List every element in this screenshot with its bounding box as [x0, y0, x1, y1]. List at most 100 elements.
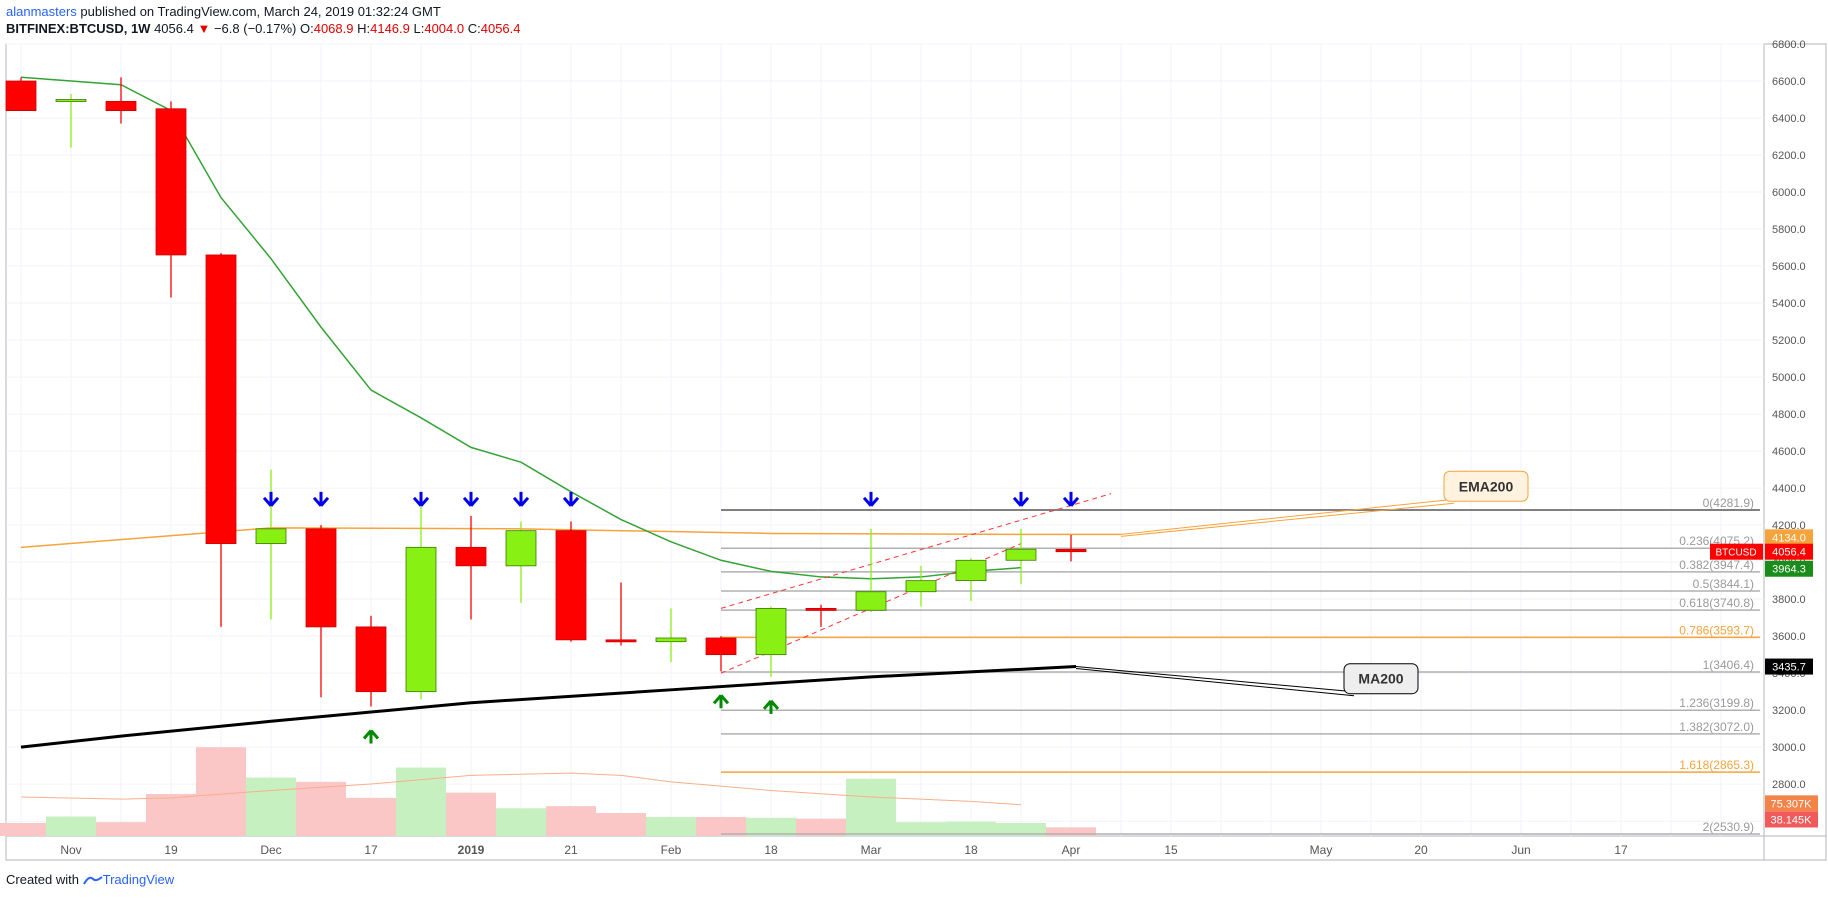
- price-tag-label: 3435.7: [1772, 662, 1806, 674]
- x-tick-label: 18: [764, 843, 778, 857]
- publish-info: alanmasters published on TradingView.com…: [6, 4, 441, 19]
- candle-body: [105, 100, 137, 112]
- candle-body: [805, 607, 837, 611]
- x-tick-label: Apr: [1062, 843, 1081, 857]
- down-arrow-icon: [312, 491, 330, 507]
- volume-bar: [946, 821, 996, 836]
- volume-bar: [696, 816, 746, 836]
- up-arrow-icon: [762, 699, 780, 714]
- x-tick-label: Feb: [661, 843, 682, 857]
- volume-bar: [146, 793, 196, 836]
- fib-level-label: 2(2530.9): [1703, 820, 1754, 834]
- candle-body: [905, 580, 937, 593]
- up-arrow-icon: [362, 729, 380, 744]
- y-tick-label: 6200.0: [1772, 150, 1806, 162]
- y-tick-label: 4800.0: [1772, 409, 1806, 421]
- volume-bar: [896, 822, 946, 836]
- volume-bar: [446, 792, 496, 836]
- symbol-legend: BITFINEX:BTCUSD, 1W 4056.4 ▼ −6.8 (−0.17…: [6, 21, 521, 36]
- volume-bar: [546, 806, 596, 836]
- candle-body: [255, 528, 287, 545]
- candle-body: [305, 528, 337, 628]
- price-tag-symbol: BTCUSD: [1715, 548, 1756, 559]
- volume-tag-label: 75.307K: [1771, 798, 1813, 810]
- volume-ma-line: [20, 772, 1022, 806]
- x-tick-label: 21: [564, 843, 578, 857]
- candle-body: [955, 559, 987, 582]
- candle-body: [505, 530, 537, 567]
- last-price: 4056.4: [154, 21, 194, 36]
- x-tick-label: Nov: [60, 843, 81, 857]
- volume-bar: [496, 808, 546, 836]
- down-arrow-icon: [462, 491, 480, 507]
- candle-body: [605, 639, 637, 643]
- price-tag-symbol-bg: [1710, 543, 1763, 560]
- author-link[interactable]: alanmasters: [6, 4, 77, 19]
- down-arrow-icon: [412, 491, 430, 507]
- low-value: 4004.0: [424, 21, 465, 36]
- volume-bar: [46, 816, 96, 836]
- price-tag-bg: [1765, 529, 1813, 546]
- price-tag-bg: [1765, 543, 1813, 560]
- y-tick-label: 6000.0: [1772, 187, 1806, 199]
- y-tick-label: 5400.0: [1772, 298, 1806, 310]
- chart-frame: [5, 43, 1827, 861]
- candle-body: [455, 546, 487, 567]
- fib-level-label: 1.236(3199.8): [1679, 696, 1754, 710]
- channel-line: [720, 493, 1112, 609]
- y-tick-label: 4200.0: [1772, 520, 1806, 532]
- x-tick-label: 17: [1614, 843, 1628, 857]
- symbol-label: BITFINEX:BTCUSD, 1W: [6, 21, 151, 36]
- down-arrow-icon: [1062, 491, 1080, 507]
- high-value: 4146.9: [370, 21, 410, 36]
- high-label: H:: [357, 21, 371, 36]
- fib-level-label: 0.382(3947.4): [1679, 558, 1754, 572]
- y-tick-label: 3600.0: [1772, 631, 1806, 643]
- volume-bar: [346, 797, 396, 836]
- down-arrow-icon: [512, 491, 530, 507]
- tradingview-link[interactable]: TradingView: [102, 872, 175, 887]
- ma200-line: [20, 665, 1077, 749]
- fib-level-label: 0.618(3740.8): [1679, 596, 1754, 610]
- candle-body: [205, 254, 237, 545]
- price-tag-bg: [1765, 560, 1813, 577]
- down-arrow-icon: [562, 491, 580, 507]
- x-tick-label: 2019: [458, 843, 485, 857]
- candle-body: [705, 637, 737, 656]
- x-tick-label: 19: [164, 843, 178, 857]
- fib-level-label: 1(3406.4): [1703, 658, 1754, 672]
- volume-bar: [646, 816, 696, 836]
- x-tick-label: Jun: [1511, 843, 1530, 857]
- callout-label: EMA200: [1459, 478, 1514, 494]
- volume-bar: [196, 747, 246, 836]
- callout-pointer: [1120, 502, 1455, 537]
- y-tick-label: 5000.0: [1772, 372, 1806, 384]
- y-tick-label: 3200.0: [1772, 705, 1806, 717]
- tradingview-logo-icon: [82, 873, 103, 885]
- volume-bar: [0, 823, 46, 836]
- y-tick-label: 4400.0: [1772, 483, 1806, 495]
- fib-level-label: 0.5(3844.1): [1693, 577, 1754, 591]
- open-label: O:: [299, 21, 314, 36]
- footer: Created with TradingView: [6, 872, 174, 887]
- publish-text: published on TradingView.com, March 24, …: [76, 4, 441, 19]
- candle-body: [755, 607, 787, 656]
- y-tick-label: 6800.0: [1772, 39, 1806, 51]
- volume-bar: [596, 813, 646, 836]
- down-arrow-icon: [1012, 491, 1030, 507]
- ema20-line: [20, 76, 1022, 580]
- down-arrow-icon: [862, 491, 880, 507]
- y-tick-label: 5200.0: [1772, 335, 1806, 347]
- volume-bar: [246, 777, 296, 836]
- x-tick-label: 20: [1414, 843, 1428, 857]
- volume-bar: [996, 823, 1046, 836]
- volume-bar: [1046, 827, 1096, 836]
- volume-tag-bg: [1765, 811, 1818, 828]
- fib-level-label: 1.382(3072.0): [1679, 720, 1754, 734]
- price-tag-bg: [1765, 658, 1813, 675]
- up-arrow-icon: [712, 694, 730, 709]
- open-value: 4068.9: [313, 21, 354, 36]
- y-tick-label: 3800.0: [1772, 594, 1806, 606]
- price-tag-label: 3964.3: [1772, 564, 1806, 576]
